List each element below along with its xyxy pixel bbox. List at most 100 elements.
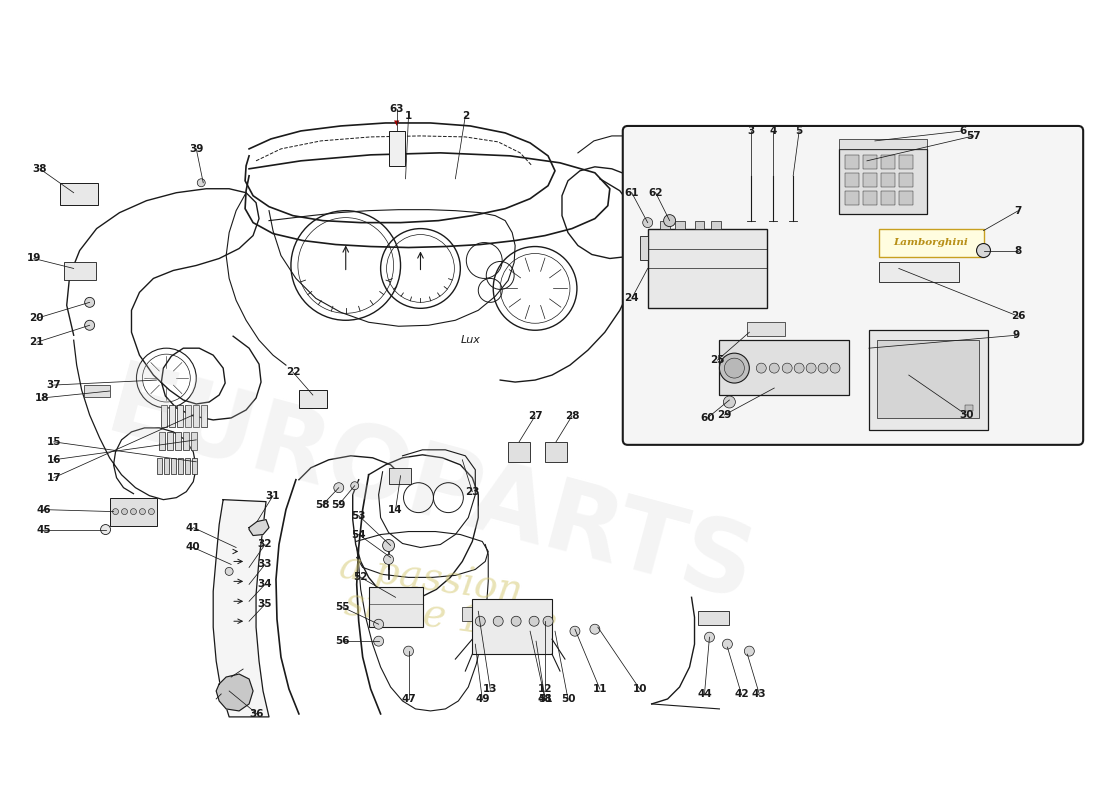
Text: 25: 25 <box>711 355 725 365</box>
Bar <box>719 340 849 395</box>
Bar <box>169 405 175 427</box>
Text: 22: 22 <box>286 367 300 377</box>
Text: a passion: a passion <box>337 548 525 610</box>
Text: 37: 37 <box>46 380 62 390</box>
Text: 48: 48 <box>538 694 552 704</box>
Bar <box>879 229 983 257</box>
Text: 5: 5 <box>795 126 803 136</box>
Bar <box>194 405 199 427</box>
Text: 7: 7 <box>1014 206 1022 216</box>
Bar <box>388 131 405 166</box>
Text: 43: 43 <box>752 689 767 699</box>
Bar <box>845 173 859 186</box>
Circle shape <box>148 509 154 514</box>
Text: 35: 35 <box>257 599 273 610</box>
Bar <box>869 330 989 430</box>
Bar <box>648 229 768 308</box>
Circle shape <box>642 218 652 228</box>
Circle shape <box>374 636 384 646</box>
Text: 13: 13 <box>483 684 497 694</box>
Text: EUROPARTS: EUROPARTS <box>97 357 764 622</box>
Text: 10: 10 <box>632 684 647 694</box>
Bar <box>640 235 648 261</box>
Circle shape <box>725 358 745 378</box>
Text: 27: 27 <box>528 411 542 421</box>
Text: 4: 4 <box>770 126 777 136</box>
Text: 39: 39 <box>189 144 204 154</box>
Bar <box>712 221 722 229</box>
Text: 46: 46 <box>36 505 51 514</box>
Circle shape <box>977 243 990 258</box>
Text: 40: 40 <box>186 542 200 553</box>
Bar <box>184 432 189 450</box>
Text: 23: 23 <box>465 486 480 497</box>
Circle shape <box>131 509 136 514</box>
Text: since 1963: since 1963 <box>342 586 559 653</box>
Circle shape <box>404 646 414 656</box>
Text: 31: 31 <box>266 490 280 501</box>
Bar <box>899 173 913 186</box>
Circle shape <box>745 646 755 656</box>
Text: 32: 32 <box>257 539 273 550</box>
Text: 63: 63 <box>389 104 404 114</box>
Circle shape <box>769 363 779 373</box>
Bar <box>862 190 877 205</box>
Text: 17: 17 <box>46 473 62 482</box>
Bar <box>899 190 913 205</box>
Circle shape <box>493 616 503 626</box>
Text: 20: 20 <box>30 314 44 323</box>
Text: 56: 56 <box>336 636 350 646</box>
Text: 3: 3 <box>748 126 755 136</box>
Circle shape <box>723 639 733 649</box>
Circle shape <box>333 482 343 493</box>
Bar <box>191 432 197 450</box>
Bar <box>697 611 729 626</box>
Bar <box>965 405 972 411</box>
Text: Lamborghini: Lamborghini <box>893 238 968 247</box>
Text: 44: 44 <box>697 689 712 699</box>
Circle shape <box>719 353 749 383</box>
Bar <box>185 458 190 474</box>
Text: Lux: Lux <box>461 335 481 346</box>
Text: 51: 51 <box>538 694 552 704</box>
Bar <box>881 155 894 169</box>
Polygon shape <box>217 674 253 711</box>
Circle shape <box>570 626 580 636</box>
Bar <box>172 458 176 474</box>
Circle shape <box>806 363 816 373</box>
Text: 8: 8 <box>1015 246 1022 255</box>
Bar <box>845 190 859 205</box>
Circle shape <box>794 363 804 373</box>
Bar <box>368 587 424 627</box>
Circle shape <box>590 624 600 634</box>
Bar <box>178 458 184 474</box>
Bar <box>472 599 552 654</box>
Text: 16: 16 <box>46 454 60 465</box>
Bar <box>660 221 670 229</box>
Polygon shape <box>213 500 270 717</box>
Circle shape <box>663 214 675 226</box>
Bar <box>881 190 894 205</box>
Text: 50: 50 <box>561 694 575 704</box>
Circle shape <box>830 363 840 373</box>
Circle shape <box>543 616 553 626</box>
Text: 6: 6 <box>959 126 966 136</box>
Bar <box>157 458 163 474</box>
Text: 61: 61 <box>625 188 639 198</box>
Circle shape <box>782 363 792 373</box>
Text: 38: 38 <box>33 164 47 174</box>
Bar <box>881 173 894 186</box>
Bar <box>899 155 913 169</box>
Text: 55: 55 <box>336 602 350 612</box>
Bar <box>177 405 184 427</box>
Text: 53: 53 <box>351 510 366 521</box>
Circle shape <box>724 396 736 408</box>
Text: 57: 57 <box>966 131 981 141</box>
Bar <box>185 405 191 427</box>
Circle shape <box>351 482 359 490</box>
Bar <box>110 498 157 526</box>
Text: 26: 26 <box>1011 311 1025 322</box>
Text: 59: 59 <box>331 500 346 510</box>
Text: 9: 9 <box>1013 330 1020 340</box>
Bar <box>839 149 926 214</box>
